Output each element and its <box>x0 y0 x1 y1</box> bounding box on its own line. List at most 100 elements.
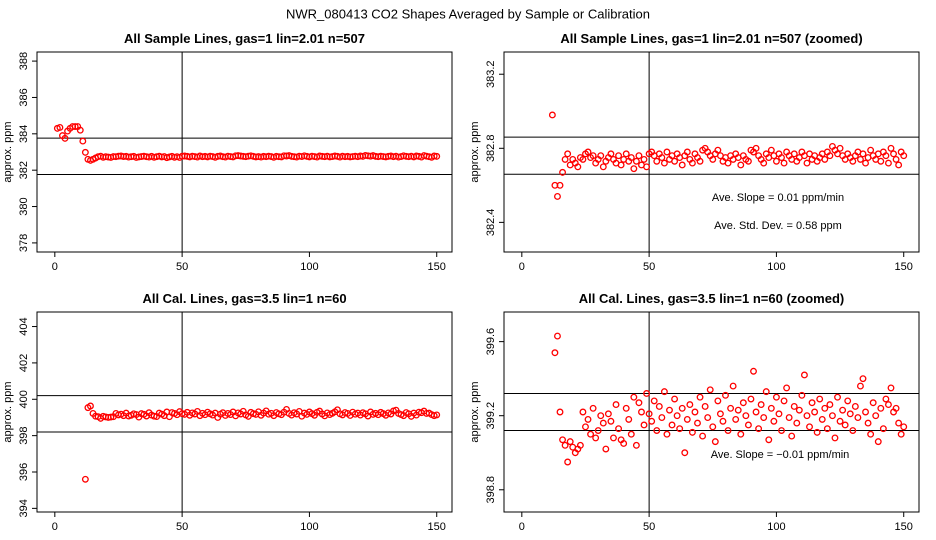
data-point <box>645 410 653 418</box>
y-tick-label: 378 <box>18 234 30 252</box>
data-point <box>887 144 895 152</box>
data-point <box>594 427 602 434</box>
x-tick-label: 100 <box>300 521 318 533</box>
data-point <box>895 419 903 427</box>
panel: All Cal. Lines, gas=3.5 lin=1 n=60 (zoom… <box>469 291 920 533</box>
data-point <box>554 332 561 340</box>
data-point <box>722 391 729 399</box>
x-tick-label: 150 <box>428 261 446 273</box>
x-tick-label: 0 <box>519 261 525 273</box>
data-point <box>556 408 564 416</box>
data-point <box>767 404 775 412</box>
data-point <box>836 417 844 425</box>
y-axis-label: approx. ppm <box>2 121 14 182</box>
data-point <box>729 382 737 390</box>
data-point <box>772 393 780 401</box>
data-point <box>660 159 668 167</box>
data-point <box>714 397 722 405</box>
data-point <box>673 412 681 420</box>
data-point <box>821 155 829 163</box>
data-point <box>666 406 673 414</box>
x-tick-label: 150 <box>428 521 446 533</box>
data-point <box>762 388 770 396</box>
data-point <box>816 395 824 403</box>
data-point <box>622 404 630 412</box>
data-point <box>599 163 607 171</box>
data-point <box>884 159 892 167</box>
data-point <box>737 430 745 438</box>
panel-title: All Sample Lines, gas=1 lin=2.01 n=507 <box>124 31 365 46</box>
data-point <box>897 430 905 438</box>
data-point <box>643 390 651 397</box>
data-point <box>71 123 79 130</box>
data-point <box>582 423 589 431</box>
annotation: Ave. Slope = −0.01 ppm/min <box>711 449 850 461</box>
data-point <box>678 404 686 412</box>
y-tick-label: 398.8 <box>485 476 497 504</box>
x-tick-label: 0 <box>52 261 58 273</box>
data-point <box>834 393 841 401</box>
data-point <box>895 161 903 169</box>
data-point <box>696 157 704 165</box>
x-tick-label: 50 <box>176 521 188 533</box>
data-point <box>579 408 587 416</box>
data-point <box>790 150 798 158</box>
x-tick-label: 150 <box>895 521 913 533</box>
data-point <box>775 410 783 418</box>
data-point <box>800 371 808 379</box>
data-point <box>900 152 908 160</box>
data-point <box>430 152 438 160</box>
data-point <box>744 421 752 429</box>
plot-frame <box>36 51 453 253</box>
y-tick-label: 398 <box>18 426 30 444</box>
data-point <box>56 124 64 131</box>
x-tick-label: 100 <box>767 261 785 273</box>
data-point <box>635 152 643 160</box>
data-point <box>627 430 635 438</box>
data-point <box>803 159 811 167</box>
y-axis-label: approx. ppm <box>469 121 481 182</box>
data-point <box>887 384 895 392</box>
data-point <box>844 397 852 405</box>
data-point <box>640 155 648 163</box>
data-point <box>770 417 778 425</box>
data-point <box>433 411 441 419</box>
y-axis-label: approx. ppm <box>469 381 481 442</box>
x-tick-label: 0 <box>519 521 525 533</box>
data-point <box>724 427 732 434</box>
panel-title: All Cal. Lines, gas=3.5 lin=1 n=60 (zoom… <box>579 291 845 306</box>
data-point <box>561 155 569 163</box>
panel-title: All Sample Lines, gas=1 lin=2.01 n=507 (… <box>560 31 862 46</box>
data-point <box>803 412 811 420</box>
y-tick-label: 386 <box>18 88 30 106</box>
data-point <box>747 395 755 403</box>
data-point <box>778 154 785 162</box>
panel: All Sample Lines, gas=1 lin=2.01 n=507 (… <box>469 31 920 273</box>
data-point <box>724 159 732 167</box>
data-point <box>859 150 867 158</box>
data-point <box>709 155 717 163</box>
data-point <box>783 384 791 392</box>
data-point <box>892 155 900 163</box>
y-axis-label: approx. ppm <box>2 381 14 442</box>
data-point <box>683 415 691 423</box>
data-point <box>813 428 821 436</box>
data-point <box>615 425 623 433</box>
data-point <box>556 181 564 189</box>
data-point <box>727 404 735 412</box>
data-point <box>650 397 658 405</box>
x-tick-label: 100 <box>767 521 785 533</box>
data-point <box>826 152 834 160</box>
data-point <box>788 432 796 440</box>
data-point <box>150 412 158 420</box>
data-point <box>607 417 615 425</box>
data-point <box>780 159 788 167</box>
data-point <box>867 146 875 154</box>
y-tick-label: 384 <box>18 125 30 143</box>
data-point <box>739 399 747 407</box>
data-point <box>678 161 686 169</box>
y-tick-label: 382 <box>18 161 30 179</box>
x-tick-label: 50 <box>643 521 655 533</box>
panel: All Sample Lines, gas=1 lin=2.01 n=507 ap… <box>2 31 453 273</box>
data-point <box>658 154 666 162</box>
